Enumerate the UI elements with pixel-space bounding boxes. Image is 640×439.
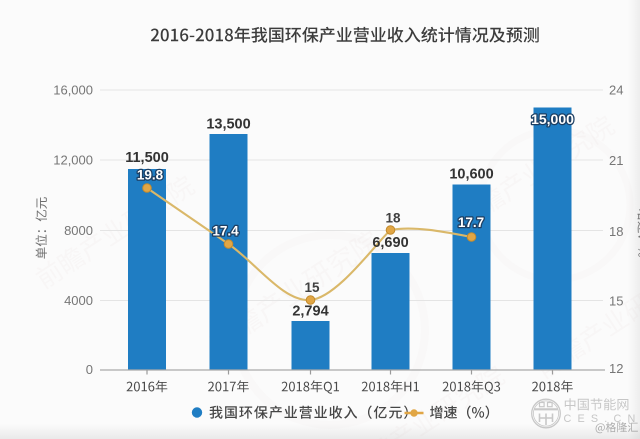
svg-text:17.4: 17.4: [212, 224, 239, 239]
svg-text:12,000: 12,000: [53, 153, 93, 168]
svg-text:4000: 4000: [64, 293, 93, 308]
svg-text:6,690: 6,690: [372, 235, 408, 251]
svg-text:15,000: 15,000: [531, 111, 574, 127]
svg-text:8000: 8000: [64, 223, 93, 238]
svg-text:12: 12: [609, 361, 623, 376]
svg-text:21: 21: [609, 153, 623, 168]
svg-text:10,600: 10,600: [449, 167, 493, 183]
svg-text:24: 24: [609, 83, 623, 98]
svg-text:0: 0: [86, 362, 93, 377]
svg-text:18: 18: [385, 211, 401, 226]
svg-text:18: 18: [609, 224, 623, 239]
svg-text:16,000: 16,000: [53, 83, 93, 98]
svg-text:17.7: 17.7: [458, 215, 484, 230]
svg-text:13,500: 13,500: [206, 117, 250, 133]
svg-text:15: 15: [304, 280, 320, 295]
svg-text:11,500: 11,500: [125, 150, 169, 166]
svg-text:C E S . C N: C E S . C N: [564, 413, 637, 425]
svg-text:19.8: 19.8: [137, 168, 164, 183]
svg-text:15: 15: [609, 294, 623, 309]
svg-text:2,794: 2,794: [292, 304, 328, 320]
